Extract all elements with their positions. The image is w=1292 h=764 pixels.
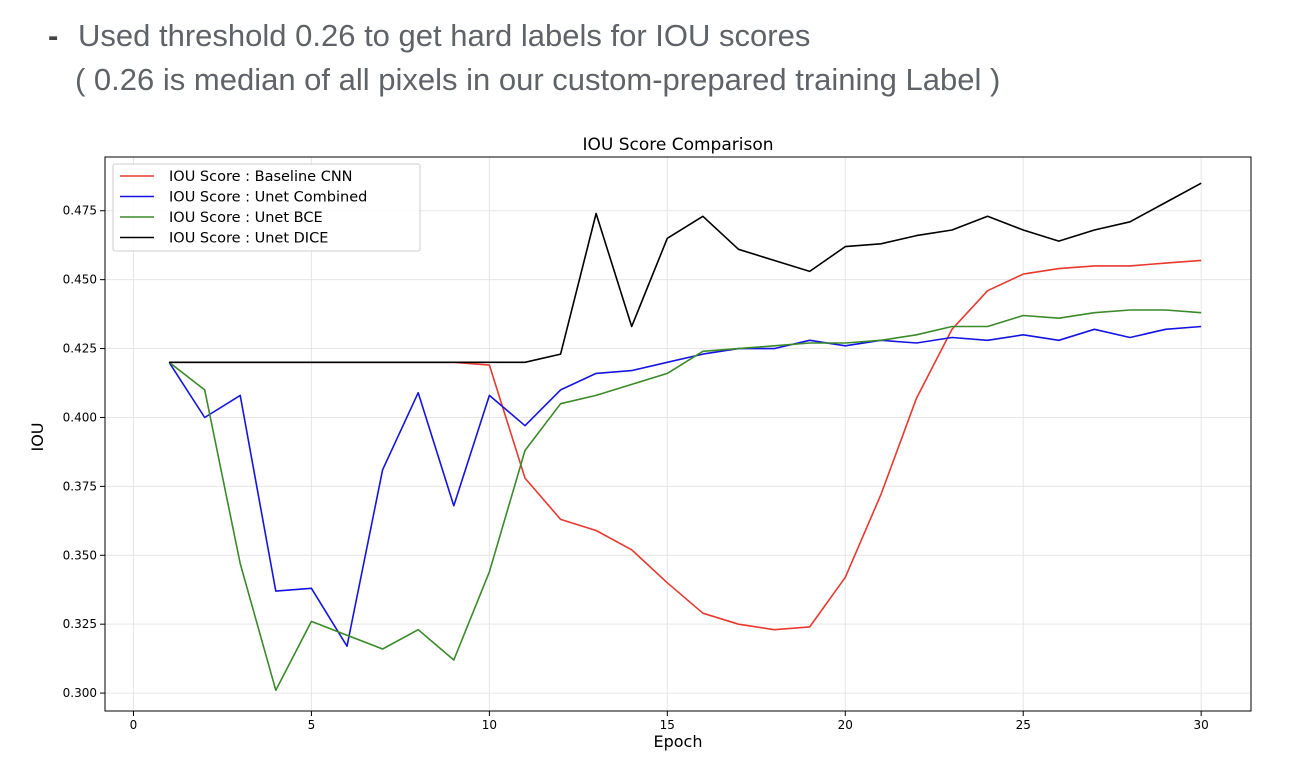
x-tick-label: 25 <box>1016 718 1031 732</box>
legend: IOU Score : Baseline CNN IOU Score : Unet… <box>112 163 421 252</box>
x-tick-label: 0 <box>130 718 138 732</box>
bullet-dash: - <box>48 18 59 53</box>
series-line-iou-score-unet-combined <box>168 325 1202 648</box>
plot-frame <box>104 156 1252 712</box>
legend-box <box>112 163 421 252</box>
median-note: ( 0.26 is median of all pixels in our cu… <box>75 62 1001 97</box>
series-lines <box>168 182 1202 692</box>
y-tick-label: 0.450 <box>63 273 97 287</box>
y-tick-label: 0.475 <box>63 204 97 218</box>
x-tick-label: 5 <box>308 718 316 732</box>
x-tick-label: 30 <box>1194 718 1209 732</box>
series-line-iou-score-baseline-cnn <box>169 259 1202 631</box>
y-tick-label: 0.325 <box>63 617 97 631</box>
y-tick-label: 0.400 <box>63 410 97 424</box>
x-tick-label: 20 <box>838 718 853 732</box>
legend-label: IOU Score : Unet Combined <box>169 190 367 206</box>
x-tick-label: 15 <box>660 718 675 732</box>
axis-ticks: 0 5 10 15 20 25 30 0.300 0.325 0.350 0.375 0.400 0.4… <box>63 204 1209 732</box>
x-tick-label: 10 <box>482 718 497 732</box>
legend-label: IOU Score : Unet BCE <box>169 210 323 226</box>
threshold-note: Used threshold 0.26 to get hard labels f… <box>78 18 811 53</box>
y-tick-label: 0.300 <box>63 686 97 700</box>
grid-lines <box>105 157 1251 711</box>
y-tick-label: 0.375 <box>63 479 97 493</box>
y-tick-label: 0.425 <box>63 342 97 356</box>
bullet-text-line: - Used threshold 0.26 to get hard labels … <box>48 18 810 54</box>
series-line-iou-score-unet-dice <box>169 182 1202 364</box>
series-line-iou-score-unet-bce <box>168 309 1202 692</box>
y-axis-label: IOU <box>28 422 47 451</box>
x-axis-label: Epoch <box>654 732 703 751</box>
legend-label: IOU Score : Baseline CNN <box>169 169 353 185</box>
chart-title: IOU Score Comparison <box>582 135 773 155</box>
y-tick-label: 0.350 <box>63 548 97 562</box>
legend-label: IOU Score : Unet DICE <box>169 231 328 247</box>
